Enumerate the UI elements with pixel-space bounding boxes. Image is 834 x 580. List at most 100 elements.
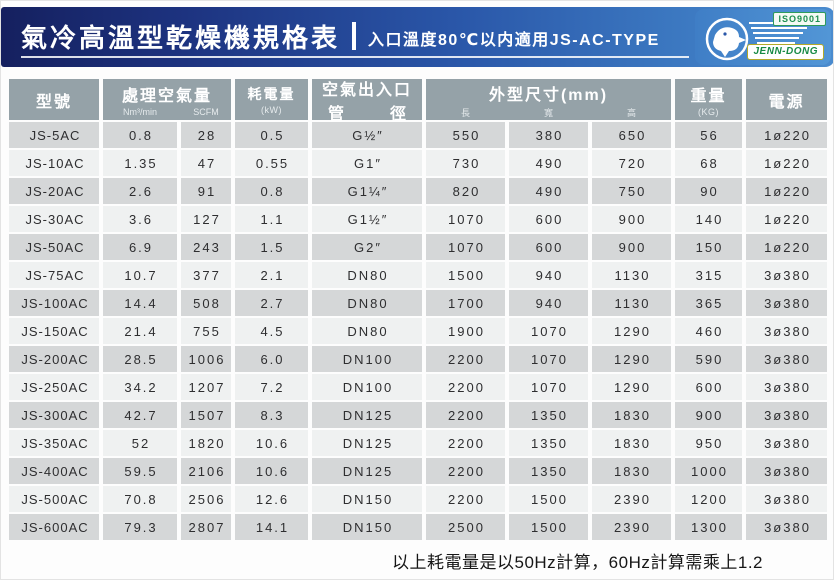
cell-length: 2200 bbox=[426, 402, 505, 428]
cell-scfm: 1006 bbox=[181, 346, 231, 372]
header-model-label: 型號 bbox=[35, 93, 72, 111]
cell-height: 720 bbox=[592, 150, 671, 176]
cell-model: JS-300AC bbox=[9, 402, 99, 428]
cell-length: 2200 bbox=[426, 374, 505, 400]
cell-weight: 1000 bbox=[675, 458, 742, 484]
cell-width: 600 bbox=[509, 234, 588, 260]
cell-width: 380 bbox=[509, 122, 588, 148]
cell-kw: 14.1 bbox=[235, 514, 308, 540]
cell-power-supply: 3ø380 bbox=[746, 430, 827, 456]
cell-nm3min: 70.8 bbox=[103, 486, 177, 512]
cell-pipe: DN80 bbox=[312, 262, 422, 288]
cell-nm3min: 42.7 bbox=[103, 402, 177, 428]
cell-weight: 365 bbox=[675, 290, 742, 316]
cell-power-supply: 1ø220 bbox=[746, 150, 827, 176]
cell-pipe: DN80 bbox=[312, 290, 422, 316]
cell-kw: 0.55 bbox=[235, 150, 308, 176]
header-weight-label: 重量 bbox=[690, 88, 727, 105]
cell-weight: 900 bbox=[675, 402, 742, 428]
cell-kw: 7.2 bbox=[235, 374, 308, 400]
cell-model: JS-200AC bbox=[9, 346, 99, 372]
cell-width: 1350 bbox=[509, 402, 588, 428]
cell-length: 550 bbox=[426, 122, 505, 148]
cell-scfm: 28 bbox=[181, 122, 231, 148]
header-model: 型號 bbox=[9, 79, 99, 120]
cell-nm3min: 1.35 bbox=[103, 150, 177, 176]
cell-width: 490 bbox=[509, 178, 588, 204]
spec-table: 型號 處理空氣量 Nm³/min SCFM 耗電量 (kW) 空氣出入口 管 徑… bbox=[9, 79, 827, 540]
cell-width: 940 bbox=[509, 262, 588, 288]
cell-weight: 140 bbox=[675, 206, 742, 232]
cell-kw: 6.0 bbox=[235, 346, 308, 372]
header-dimension-units: 長 寬 高 bbox=[426, 106, 671, 119]
cell-nm3min: 59.5 bbox=[103, 458, 177, 484]
cell-weight: 68 bbox=[675, 150, 742, 176]
header-pipe-line1: 空氣出入口 bbox=[321, 81, 412, 99]
cell-weight: 1300 bbox=[675, 514, 742, 540]
banner-text: 氣冷高溫型乾燥機規格表 入口溫度80℃以内適用JS-AC-TYPE bbox=[21, 7, 660, 59]
cell-width: 1070 bbox=[509, 318, 588, 344]
cell-length: 1900 bbox=[426, 318, 505, 344]
cell-pipe: DN125 bbox=[312, 458, 422, 484]
cell-model: JS-350AC bbox=[9, 430, 99, 456]
cell-pipe: G2″ bbox=[312, 234, 422, 260]
cell-weight: 460 bbox=[675, 318, 742, 344]
header-pipe-line2: 管 徑 bbox=[312, 100, 422, 124]
cell-scfm: 1207 bbox=[181, 374, 231, 400]
header-power-consumption: 耗電量 (kW) bbox=[235, 79, 308, 120]
cell-nm3min: 34.2 bbox=[103, 374, 177, 400]
cell-kw: 1.5 bbox=[235, 234, 308, 260]
header-dimensions: 外型尺寸(mm) 長 寬 高 bbox=[426, 79, 671, 120]
cell-model: JS-50AC bbox=[9, 234, 99, 260]
cell-scfm: 2506 bbox=[181, 486, 231, 512]
iso9001-badge: ISO9001 bbox=[773, 12, 826, 26]
cell-nm3min: 2.6 bbox=[103, 178, 177, 204]
cell-height: 900 bbox=[592, 206, 671, 232]
cell-power-supply: 3ø380 bbox=[746, 374, 827, 400]
cell-scfm: 2106 bbox=[181, 458, 231, 484]
header-pipe-diameter: 空氣出入口 管 徑 bbox=[312, 79, 422, 123]
cell-weight: 315 bbox=[675, 262, 742, 288]
cell-kw: 8.3 bbox=[235, 402, 308, 428]
cell-height: 1130 bbox=[592, 290, 671, 316]
cell-weight: 1200 bbox=[675, 486, 742, 512]
cell-pipe: DN80 bbox=[312, 318, 422, 344]
cell-height: 1290 bbox=[592, 374, 671, 400]
cell-model: JS-250AC bbox=[9, 374, 99, 400]
cell-scfm: 2807 bbox=[181, 514, 231, 540]
header-weight: 重量 (KG) bbox=[675, 79, 742, 120]
cell-nm3min: 52 bbox=[103, 430, 177, 456]
title-separator bbox=[352, 22, 357, 50]
cell-length: 1070 bbox=[426, 234, 505, 260]
cell-width: 490 bbox=[509, 150, 588, 176]
cell-model: JS-5AC bbox=[9, 122, 99, 148]
cell-kw: 0.8 bbox=[235, 178, 308, 204]
cell-model: JS-100AC bbox=[9, 290, 99, 316]
cell-scfm: 1820 bbox=[181, 430, 231, 456]
page-subtitle: 入口溫度80℃以内適用JS-AC-TYPE bbox=[368, 32, 660, 49]
cell-nm3min: 6.9 bbox=[103, 234, 177, 260]
cell-nm3min: 3.6 bbox=[103, 206, 177, 232]
header-air-capacity: 處理空氣量 Nm³/min SCFM bbox=[103, 79, 231, 120]
header-air-capacity-label: 處理空氣量 bbox=[121, 88, 212, 105]
cell-pipe: G1″ bbox=[312, 150, 422, 176]
cell-width: 1070 bbox=[509, 374, 588, 400]
cell-length: 2200 bbox=[426, 430, 505, 456]
cell-power-supply: 1ø220 bbox=[746, 178, 827, 204]
cell-width: 600 bbox=[509, 206, 588, 232]
cell-weight: 56 bbox=[675, 122, 742, 148]
cell-width: 1350 bbox=[509, 430, 588, 456]
cell-scfm: 127 bbox=[181, 206, 231, 232]
cell-scfm: 47 bbox=[181, 150, 231, 176]
cell-width: 1350 bbox=[509, 458, 588, 484]
jenn-dong-logo: ISO9001 JENN-DONG bbox=[695, 9, 831, 65]
cell-nm3min: 0.8 bbox=[103, 122, 177, 148]
cell-height: 1830 bbox=[592, 402, 671, 428]
cell-pipe: DN100 bbox=[312, 374, 422, 400]
cell-weight: 90 bbox=[675, 178, 742, 204]
cell-kw: 10.6 bbox=[235, 430, 308, 456]
cell-height: 650 bbox=[592, 122, 671, 148]
cell-pipe: G1½″ bbox=[312, 206, 422, 232]
cell-weight: 150 bbox=[675, 234, 742, 260]
